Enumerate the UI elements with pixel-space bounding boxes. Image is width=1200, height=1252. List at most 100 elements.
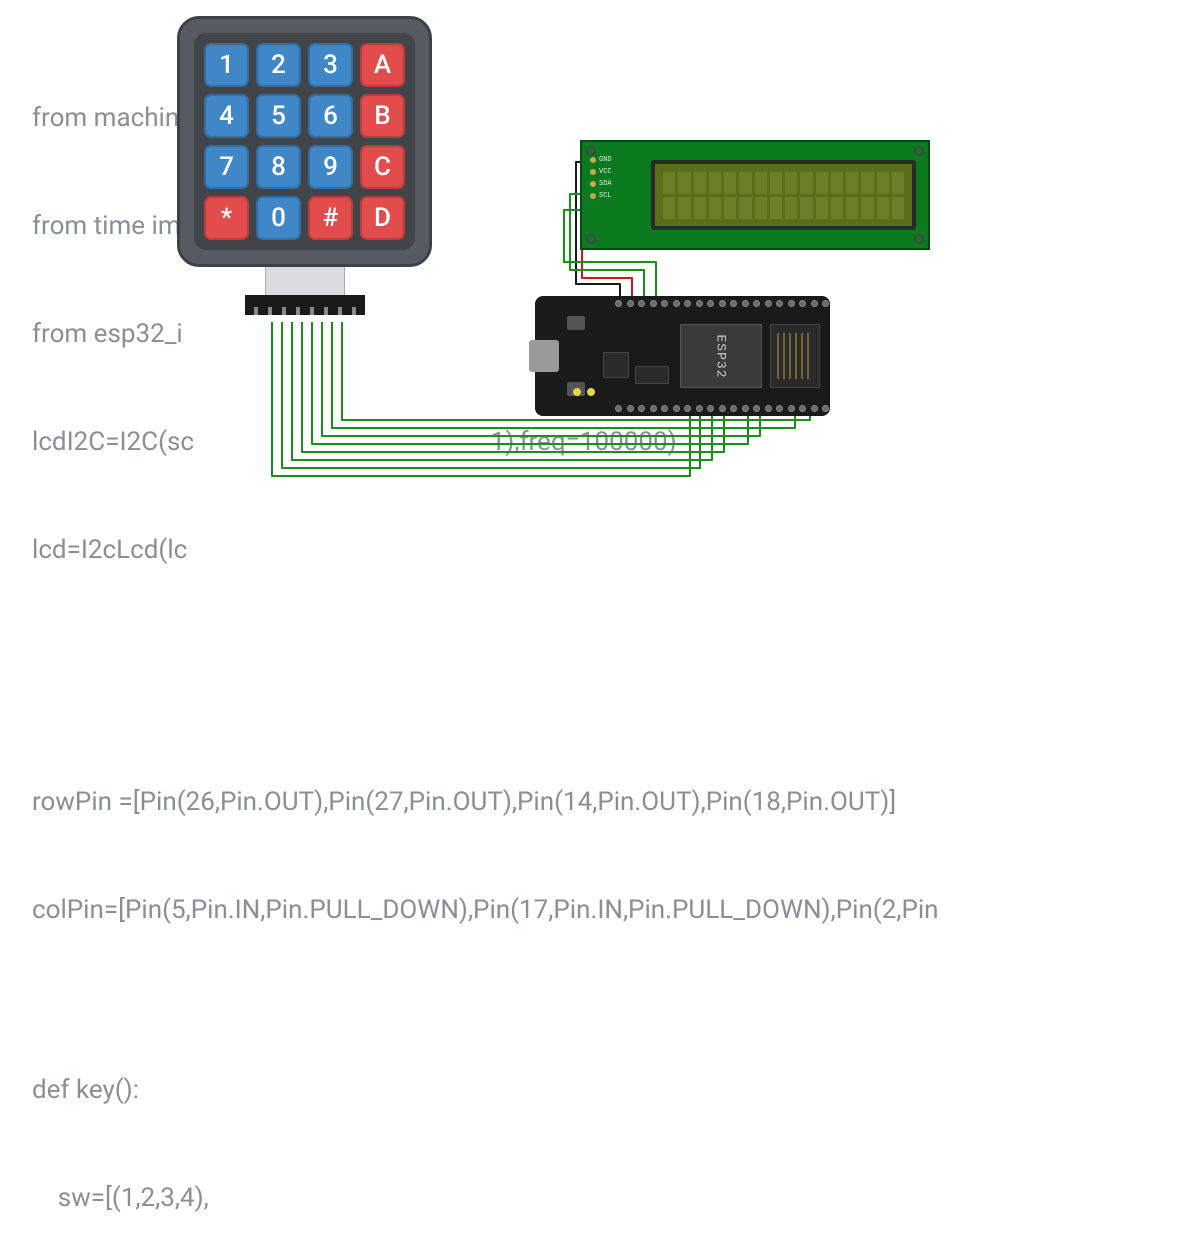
- lcd-16x2-i2c: GND VCC SDA SCL: [580, 140, 930, 250]
- code-line: sw=[(1,2,3,4),: [32, 1180, 1200, 1216]
- lcd-cell: [724, 197, 736, 219]
- lcd-cell: [800, 197, 812, 219]
- lcd-pin-vcc: VCC: [590, 168, 612, 176]
- lcd-cell: [877, 197, 889, 219]
- esp32-pin: [638, 300, 645, 307]
- mounting-hole: [586, 234, 596, 244]
- keypad-key-B: B: [360, 94, 405, 138]
- esp32-pin: [822, 300, 829, 307]
- esp32-devkit: ESP32: [535, 296, 830, 416]
- keypad-key-1: 1: [204, 43, 249, 87]
- esp32-pin-header-bottom: [615, 405, 829, 412]
- connector-pin: [296, 307, 300, 315]
- led-icon: [573, 388, 581, 396]
- esp32-pin: [811, 405, 818, 412]
- lcd-cell: [800, 172, 812, 194]
- esp32-pin: [650, 405, 657, 412]
- esp32-pin: [799, 405, 806, 412]
- keypad-key-A: A: [360, 43, 405, 87]
- lcd-cell: [770, 172, 782, 194]
- lcd-cell: [846, 172, 858, 194]
- lcd-pin-sda: SDA: [590, 180, 612, 188]
- esp32-pin: [627, 405, 634, 412]
- esp32-pin: [765, 300, 772, 307]
- pin-label: SCL: [599, 192, 612, 200]
- code-line: colPin=[Pin(5,Pin.IN,Pin.PULL_DOWN),Pin(…: [32, 892, 1200, 928]
- esp32-pin: [799, 300, 806, 307]
- pin-label: SDA: [599, 180, 612, 188]
- esp32-pin: [730, 405, 737, 412]
- lcd-cell: [739, 197, 751, 219]
- usb-port-icon: [529, 340, 559, 372]
- keypad-key-0: 0: [256, 196, 301, 240]
- lcd-pin-gnd: GND: [590, 156, 612, 164]
- lcd-cell: [877, 172, 889, 194]
- esp32-pin: [776, 300, 783, 307]
- esp32-pin: [788, 300, 795, 307]
- connector-pin: [268, 307, 272, 315]
- esp32-pin: [719, 300, 726, 307]
- connector-pin: [352, 307, 356, 315]
- lcd-cell: [724, 172, 736, 194]
- led-icon: [587, 388, 595, 396]
- esp32-pin: [684, 300, 691, 307]
- keypad-key-4: 4: [204, 94, 249, 138]
- esp32-button: [567, 316, 585, 330]
- esp32-module: ESP32: [680, 324, 762, 388]
- lcd-cell: [755, 197, 767, 219]
- connector-pin: [310, 307, 314, 315]
- pin-label: GND: [599, 156, 612, 164]
- esp32-chip-label: ESP32: [713, 334, 728, 378]
- lcd-cell: [831, 197, 843, 219]
- esp32-pin: [673, 405, 680, 412]
- code-line: lcd=I2cLcd(lc: [32, 532, 1200, 568]
- pin-label: VCC: [599, 168, 612, 176]
- esp32-pin: [627, 300, 634, 307]
- lcd-cell: [755, 172, 767, 194]
- keypad-connector: [245, 295, 365, 315]
- esp32-pin: [615, 405, 622, 412]
- keypad-key-5: 5: [256, 94, 301, 138]
- esp32-pin: [719, 405, 726, 412]
- esp32-pin: [638, 405, 645, 412]
- esp32-antenna: [770, 324, 820, 388]
- code-line: lcdI2C=I2C(sc 1),freq=100000): [32, 424, 1200, 460]
- esp32-ic: [603, 352, 629, 378]
- esp32-pin: [742, 405, 749, 412]
- keypad-key-3: 3: [308, 43, 353, 87]
- pin-dot: [590, 157, 596, 163]
- connector-pin: [254, 307, 258, 315]
- mounting-hole: [586, 146, 596, 156]
- esp32-pin: [673, 300, 680, 307]
- lcd-cell: [770, 197, 782, 219]
- esp32-pin: [753, 300, 760, 307]
- lcd-cell: [709, 172, 721, 194]
- lcd-pin-header: GND VCC SDA SCL: [590, 156, 612, 200]
- esp32-pin: [684, 405, 691, 412]
- code-line: def key():: [32, 1072, 1200, 1108]
- esp32-pin: [707, 300, 714, 307]
- connector-pin: [324, 307, 328, 315]
- esp32-ic: [635, 366, 669, 384]
- esp32-pin: [753, 405, 760, 412]
- lcd-cell: [678, 172, 690, 194]
- lcd-cell: [892, 197, 904, 219]
- lcd-cell: [694, 197, 706, 219]
- lcd-row: [663, 197, 904, 219]
- pin-dot: [590, 193, 596, 199]
- keypad-ribbon: [265, 267, 345, 295]
- keypad-grid: 123A456B789C*0#D: [194, 33, 415, 250]
- esp32-pin: [707, 405, 714, 412]
- lcd-cell: [739, 172, 751, 194]
- keypad-key-6: 6: [308, 94, 353, 138]
- esp32-pin: [615, 300, 622, 307]
- pin-dot: [590, 181, 596, 187]
- lcd-cell: [785, 172, 797, 194]
- esp32-pin-header-top: [615, 300, 829, 307]
- keypad-key-7: 7: [204, 145, 249, 189]
- keypad-key-C: C: [360, 145, 405, 189]
- lcd-cell: [892, 172, 904, 194]
- lcd-cell: [846, 197, 858, 219]
- keypad-key-#: #: [308, 196, 353, 240]
- lcd-cell: [831, 172, 843, 194]
